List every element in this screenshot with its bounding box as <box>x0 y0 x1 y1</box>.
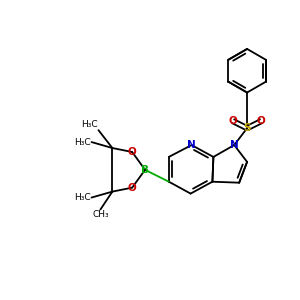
Text: N: N <box>187 140 196 150</box>
Text: O: O <box>128 147 136 157</box>
Text: CH₃: CH₃ <box>92 210 109 219</box>
Text: B: B <box>141 165 149 175</box>
Text: H₃C: H₃C <box>74 193 91 202</box>
Text: N: N <box>230 140 239 150</box>
Text: O: O <box>256 116 265 126</box>
Text: H₃C: H₃C <box>81 120 98 129</box>
Text: O: O <box>128 183 136 193</box>
Text: H₃C: H₃C <box>74 138 91 147</box>
Text: S: S <box>243 123 251 133</box>
Text: O: O <box>229 116 238 126</box>
